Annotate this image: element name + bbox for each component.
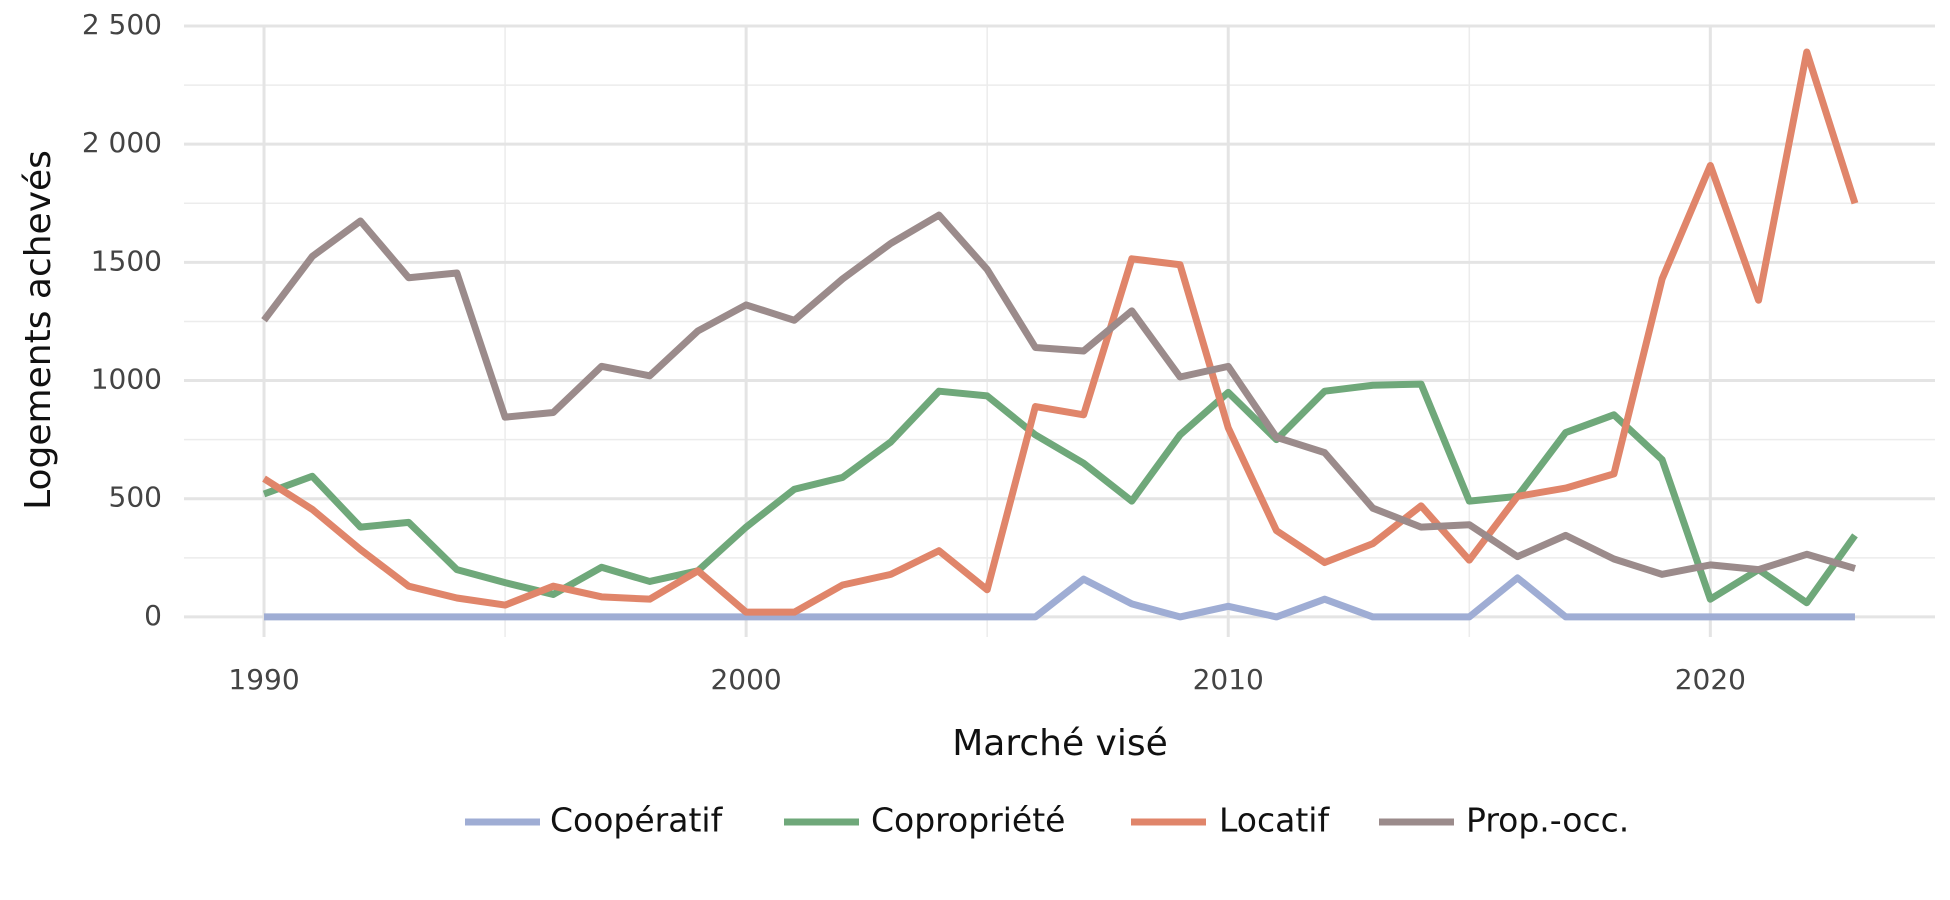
y-tick-label: 0 (144, 599, 162, 632)
legend-label: Copropriété (871, 801, 1065, 840)
x-axis-title: Marché visé (952, 723, 1168, 764)
series-line (261, 211, 1856, 578)
y-tick-label: 2 500 (82, 8, 162, 41)
x-tick-label: 1990 (228, 663, 299, 696)
y-axis-title: Logements achevés (18, 150, 59, 510)
series-line (264, 574, 1855, 621)
x-tick-label: 2020 (1675, 663, 1746, 696)
legend: Coopératif Copropriété Locatif Prop.-occ. (465, 801, 1629, 840)
legend-label: Coopératif (550, 801, 724, 840)
y-tick-label: 1500 (91, 244, 162, 277)
legend-label: Locatif (1219, 801, 1330, 840)
lines (261, 48, 1859, 621)
y-tick-label: 1000 (91, 363, 162, 396)
legend-label: Prop.-occ. (1466, 801, 1629, 840)
x-tick-label: 2010 (1193, 663, 1264, 696)
y-tick-label: 2 000 (82, 126, 162, 159)
y-tick-label: 500 (109, 481, 162, 514)
x-tick-label: 2000 (710, 663, 781, 696)
series-line (262, 48, 1859, 616)
series-line (262, 380, 1858, 607)
